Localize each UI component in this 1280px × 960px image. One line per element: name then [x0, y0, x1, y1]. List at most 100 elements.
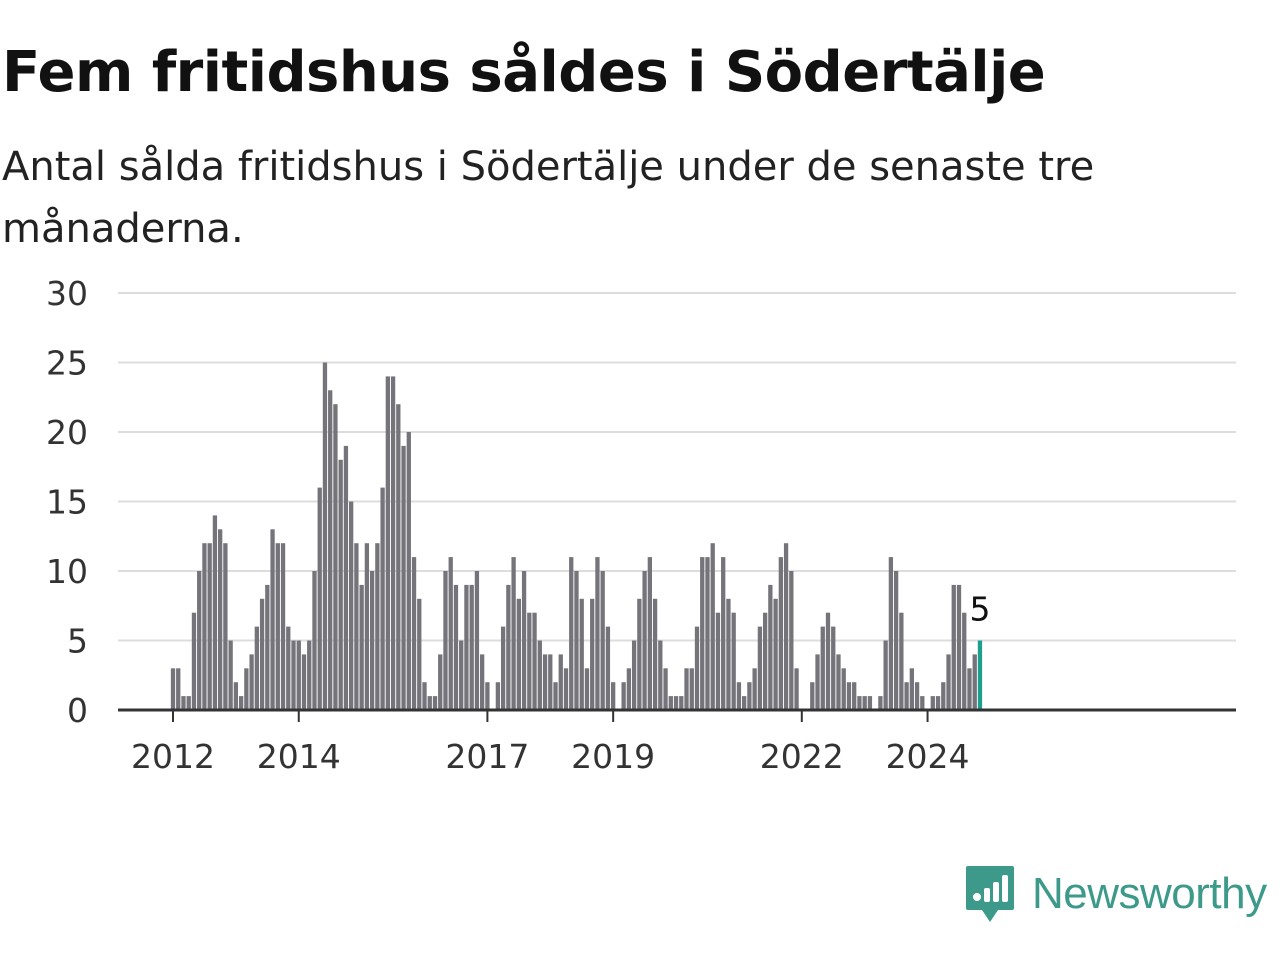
bar — [605, 626, 611, 710]
bar — [191, 612, 197, 710]
bar — [579, 598, 584, 710]
bar — [857, 696, 862, 710]
bar — [459, 640, 464, 710]
bar — [852, 682, 857, 710]
bar — [301, 654, 307, 710]
bar — [506, 584, 511, 710]
bar — [307, 640, 312, 710]
bar — [170, 668, 176, 710]
bar — [867, 696, 873, 710]
bar — [951, 584, 956, 710]
bar — [244, 668, 249, 710]
bar — [369, 571, 375, 710]
bar — [574, 571, 579, 710]
bar — [422, 682, 427, 710]
x-tick-label: 2019 — [571, 737, 655, 776]
bar — [375, 543, 380, 710]
y-tick-label: 0 — [67, 691, 88, 730]
x-tick-label: 2024 — [886, 737, 970, 776]
newsworthy-logo[interactable]: Newsworthy — [964, 864, 1267, 924]
bar — [542, 654, 548, 710]
bar — [438, 654, 443, 710]
bar — [417, 598, 422, 710]
bar — [259, 598, 265, 710]
annotations: 5 — [969, 590, 990, 629]
bar — [904, 682, 909, 710]
y-tick-label: 30 — [46, 274, 88, 313]
bar — [317, 487, 322, 710]
x-tick-label: 2012 — [131, 737, 215, 776]
bar — [233, 682, 239, 710]
bar — [899, 612, 904, 710]
bar — [673, 696, 679, 710]
bar — [349, 501, 354, 710]
bar — [962, 612, 967, 710]
bar — [647, 557, 652, 710]
bar — [333, 404, 338, 710]
bar — [862, 696, 867, 710]
y-tick-label: 25 — [46, 344, 88, 383]
bar — [406, 432, 411, 710]
bar — [909, 668, 914, 710]
bar — [380, 487, 385, 710]
bar — [721, 557, 726, 710]
bar — [757, 626, 763, 710]
bar — [883, 640, 888, 710]
bar — [270, 529, 275, 710]
bar — [275, 543, 280, 710]
bar — [584, 668, 590, 710]
brand-name: Newsworthy — [1032, 869, 1267, 918]
bar — [726, 598, 731, 710]
bar — [946, 654, 951, 710]
bar — [343, 445, 349, 710]
bar — [611, 682, 616, 710]
bar — [893, 571, 899, 710]
bar — [710, 543, 715, 710]
bar — [548, 654, 553, 710]
bar — [516, 598, 521, 710]
bar — [715, 612, 721, 710]
bar — [464, 584, 469, 710]
bar — [935, 696, 941, 710]
bar — [338, 459, 343, 710]
bar — [652, 598, 658, 710]
y-tick-label: 5 — [67, 622, 88, 661]
bar — [223, 543, 228, 710]
bar — [500, 626, 506, 710]
bar — [176, 668, 181, 710]
bar — [469, 584, 474, 710]
bar — [322, 362, 328, 710]
bar — [621, 682, 626, 710]
bar — [197, 571, 202, 710]
bar — [427, 696, 432, 710]
x-axis: 2012 2014 2017 2019 2022 2024 — [118, 708, 1236, 776]
bar — [878, 696, 883, 710]
bar — [679, 696, 684, 710]
bar — [480, 654, 485, 710]
bar — [364, 543, 370, 710]
bar — [663, 668, 668, 710]
bar — [265, 584, 270, 710]
bar — [186, 696, 191, 710]
bar — [930, 696, 935, 710]
bar — [228, 640, 233, 710]
bar — [914, 682, 920, 710]
bar — [972, 654, 977, 710]
bar — [956, 584, 962, 710]
bar — [642, 571, 647, 710]
bar — [521, 571, 527, 710]
bar — [359, 584, 364, 710]
bar — [684, 668, 689, 710]
bar — [254, 626, 259, 710]
bar — [825, 612, 831, 710]
bar — [967, 668, 972, 710]
bar — [831, 626, 836, 710]
bar — [762, 612, 768, 710]
bar — [689, 668, 694, 710]
y-tick-label: 15 — [46, 483, 88, 522]
y-tick-label: 10 — [46, 552, 88, 591]
bar — [249, 654, 254, 710]
bar — [401, 445, 406, 710]
bar — [527, 612, 532, 710]
